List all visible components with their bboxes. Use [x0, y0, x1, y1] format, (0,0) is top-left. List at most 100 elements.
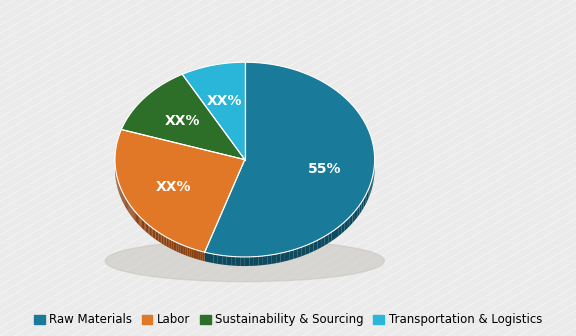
Polygon shape	[341, 222, 344, 234]
Polygon shape	[332, 229, 335, 241]
Polygon shape	[121, 189, 122, 199]
Polygon shape	[231, 256, 236, 266]
Polygon shape	[150, 226, 151, 236]
Polygon shape	[263, 255, 267, 265]
Text: XX%: XX%	[156, 180, 191, 194]
Polygon shape	[172, 240, 173, 250]
Polygon shape	[267, 255, 272, 264]
Polygon shape	[125, 198, 126, 208]
Polygon shape	[149, 225, 150, 235]
Polygon shape	[204, 62, 374, 257]
Polygon shape	[193, 249, 195, 259]
Polygon shape	[249, 257, 254, 266]
Polygon shape	[240, 257, 245, 266]
Polygon shape	[173, 241, 175, 251]
Polygon shape	[245, 257, 249, 266]
Polygon shape	[180, 244, 182, 254]
Polygon shape	[147, 223, 149, 234]
Polygon shape	[184, 246, 185, 255]
Polygon shape	[353, 211, 355, 223]
Polygon shape	[372, 176, 373, 189]
Polygon shape	[132, 209, 134, 219]
Polygon shape	[124, 196, 125, 207]
Polygon shape	[142, 219, 143, 229]
Polygon shape	[162, 235, 163, 245]
Ellipse shape	[105, 240, 384, 282]
Polygon shape	[236, 257, 240, 266]
Polygon shape	[182, 245, 184, 255]
Polygon shape	[156, 230, 157, 241]
Legend: Raw Materials, Labor, Sustainability & Sourcing, Transportation & Logistics: Raw Materials, Labor, Sustainability & S…	[29, 309, 547, 331]
Polygon shape	[154, 229, 156, 239]
Polygon shape	[120, 187, 121, 198]
Polygon shape	[131, 207, 132, 218]
Polygon shape	[227, 256, 231, 265]
Polygon shape	[130, 205, 131, 215]
Polygon shape	[126, 199, 127, 209]
Polygon shape	[190, 248, 191, 257]
Polygon shape	[175, 242, 177, 252]
Polygon shape	[310, 242, 313, 253]
Polygon shape	[199, 251, 201, 260]
Polygon shape	[136, 212, 137, 223]
Polygon shape	[347, 217, 350, 228]
Polygon shape	[134, 210, 135, 220]
Polygon shape	[203, 252, 204, 261]
Polygon shape	[365, 193, 367, 205]
Polygon shape	[166, 237, 168, 247]
Polygon shape	[138, 215, 139, 225]
Polygon shape	[281, 252, 285, 262]
Polygon shape	[302, 246, 306, 256]
Polygon shape	[362, 199, 363, 211]
Polygon shape	[115, 129, 245, 252]
Polygon shape	[306, 244, 310, 255]
Polygon shape	[165, 236, 166, 246]
Polygon shape	[158, 233, 160, 243]
Polygon shape	[213, 254, 218, 264]
Polygon shape	[367, 190, 368, 202]
Polygon shape	[123, 193, 124, 204]
Polygon shape	[157, 231, 158, 242]
Polygon shape	[127, 200, 128, 211]
Polygon shape	[371, 180, 372, 192]
Polygon shape	[197, 250, 199, 260]
Polygon shape	[182, 62, 245, 160]
Polygon shape	[145, 221, 146, 232]
Polygon shape	[317, 238, 321, 249]
Polygon shape	[168, 238, 170, 248]
Polygon shape	[357, 205, 359, 217]
Text: 55%: 55%	[308, 162, 341, 176]
Polygon shape	[368, 186, 370, 199]
Polygon shape	[350, 214, 353, 226]
Polygon shape	[170, 239, 172, 249]
Polygon shape	[177, 243, 179, 252]
Polygon shape	[163, 235, 165, 245]
Polygon shape	[204, 252, 209, 262]
Polygon shape	[276, 253, 281, 263]
Polygon shape	[185, 246, 188, 256]
Polygon shape	[370, 183, 371, 196]
Polygon shape	[160, 234, 162, 244]
Polygon shape	[141, 218, 142, 228]
Polygon shape	[254, 256, 259, 266]
Polygon shape	[139, 216, 141, 227]
Polygon shape	[338, 225, 341, 236]
Polygon shape	[122, 74, 245, 160]
Polygon shape	[209, 253, 213, 263]
Text: XX%: XX%	[207, 94, 242, 108]
Polygon shape	[363, 196, 365, 208]
Polygon shape	[335, 227, 338, 239]
Polygon shape	[188, 247, 190, 257]
Polygon shape	[289, 250, 293, 260]
Polygon shape	[151, 227, 153, 237]
Polygon shape	[325, 234, 328, 245]
Polygon shape	[146, 222, 147, 233]
Polygon shape	[293, 249, 298, 259]
Polygon shape	[135, 211, 136, 221]
Polygon shape	[259, 256, 263, 265]
Polygon shape	[272, 254, 276, 264]
Polygon shape	[128, 203, 130, 214]
Polygon shape	[218, 255, 222, 264]
Polygon shape	[313, 240, 317, 251]
Polygon shape	[143, 220, 145, 230]
